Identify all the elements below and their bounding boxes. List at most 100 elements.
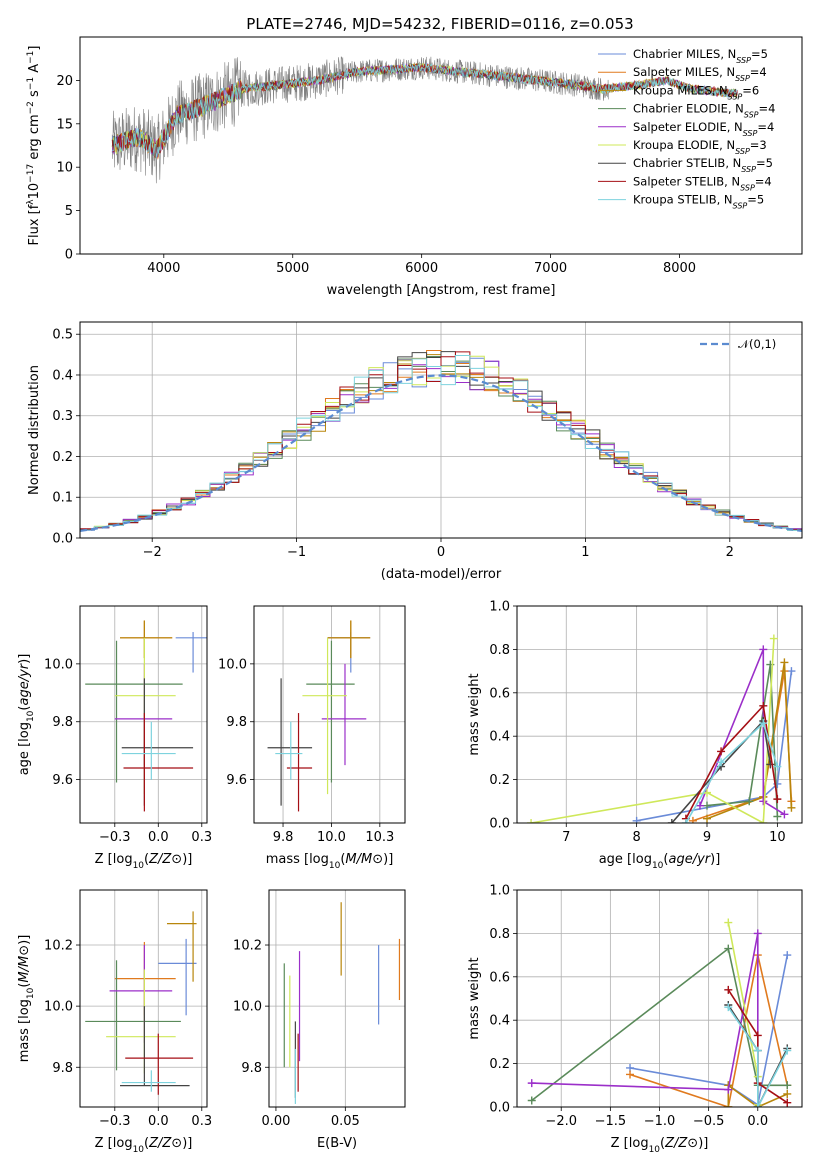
label-part: ( [144, 852, 149, 867]
spectrum-panel: 4000 5000 6000 7000 8000 0 5 10 15 20 wavelength [… [26, 36, 803, 298]
legend-part: Kroupa ELODIE, N [633, 138, 735, 152]
y-tick-label: 0 [65, 248, 73, 263]
legend-part: SSP [736, 56, 751, 65]
data-point-marker [724, 985, 733, 994]
label-part: age/yr [17, 662, 32, 705]
figure-title: PLATE=2746, MJD=54232, FIBERID=0116, z=0… [246, 15, 633, 33]
data-point-marker [632, 816, 641, 823]
data-point-marker [759, 701, 768, 710]
data-point-marker [787, 803, 796, 812]
label-part: λ [26, 199, 36, 205]
x-tick-label: −1.5 [595, 1114, 627, 1129]
label-part: mass [log [17, 999, 32, 1062]
data-point-marker [773, 762, 782, 771]
plot-area [527, 634, 796, 823]
data-point-marker [759, 819, 768, 823]
legend-part: =4 [759, 102, 776, 116]
x-tick-label: 6000 [405, 261, 438, 276]
label-part: Z [log [95, 1136, 133, 1151]
legend-part: SSP [728, 92, 743, 101]
y-tick-label: 0.4 [489, 1014, 510, 1029]
x-tick-label: 0.0 [148, 830, 169, 845]
data-point-marker [759, 797, 768, 806]
x-tick-label: 4000 [147, 261, 180, 276]
mass-weight-line [685, 704, 779, 820]
y-tick-label: 0.5 [52, 328, 73, 343]
label-part: 10 [133, 1145, 145, 1155]
data-point-marker [780, 810, 789, 819]
legend-part: Kroupa STELIB, N [633, 193, 733, 207]
x-tick-label: 0.05 [331, 1114, 360, 1129]
data-point-marker [753, 929, 762, 938]
legend-part: SSP [735, 74, 750, 83]
label-part: age/yr [668, 852, 711, 867]
data-point-marker [681, 819, 690, 823]
label-part: Z/Z⊙ [148, 852, 182, 867]
x-tick-label: 8000 [663, 261, 696, 276]
label-part: −2 [26, 101, 36, 114]
label-part: age [log [17, 722, 32, 775]
label-part: erg cm [27, 114, 42, 163]
legend-entry: Kroupa STELIB, NSSP=5 [633, 193, 764, 211]
x-tick-label: −0.3 [99, 830, 131, 845]
data-point-marker [717, 758, 726, 767]
x-tick-label: 10.0 [317, 830, 346, 845]
y-tick-label: 15 [56, 117, 73, 132]
mass-vs-ebv-panel: 0.00 0.05 9.8 10.0 10.2 E(B-V) [233, 889, 406, 1151]
label-part: Z [log [611, 1136, 649, 1151]
x-tick-label: −1.0 [644, 1114, 676, 1129]
data-point-marker [724, 918, 733, 927]
data-point-marker [703, 814, 711, 823]
label-part: −1 [26, 77, 36, 90]
legend-entry: Salpeter STELIB, NSSP=4 [633, 174, 772, 192]
x-tick-label: −0.5 [693, 1114, 725, 1129]
legend-part: =6 [742, 83, 759, 97]
label-part: −1 [26, 51, 36, 64]
x-axis-label: (data-model)/error [381, 567, 502, 582]
legend-part: =5 [751, 47, 768, 61]
x-tick-label: −1 [287, 545, 306, 560]
legend-part: Kroupa MILES, N [633, 83, 728, 97]
data-point-marker [759, 645, 768, 654]
y-tick-label: 10.0 [233, 1000, 262, 1015]
y-tick-label: 9.8 [52, 715, 73, 730]
mass-weight-line [530, 638, 775, 823]
plot-area [80, 349, 802, 532]
data-point-marker [527, 819, 536, 823]
x-tick-label: 5000 [276, 261, 309, 276]
legend-part: =3 [750, 138, 767, 152]
age-vs-metallicity-panel: −0.3 0.0 0.39.69.810.0Z [log10(Z/Z⊙)]age [… [17, 605, 212, 871]
label-part: M/M⊙ [345, 852, 383, 867]
plot-area [527, 918, 792, 1107]
legend-part: Salpeter STELIB, N [633, 174, 740, 188]
y-tick-label: 0.0 [52, 532, 73, 547]
legend-entry: 𝒩(0,1) [738, 337, 776, 351]
y-axis-label: mass weight [467, 673, 482, 755]
y-tick-label: 10.2 [233, 939, 262, 954]
axes-frame [268, 889, 406, 1108]
axes-frame [516, 889, 803, 1108]
data-point-marker [626, 1070, 635, 1079]
axes-frame [79, 321, 803, 539]
x-axis-label: wavelength [Angstrom, rest frame] [327, 283, 556, 298]
x-tick-label: −0.3 [99, 1114, 131, 1129]
y-tick-label: 9.8 [226, 715, 247, 730]
plot-area [283, 902, 401, 1104]
data-point-marker [724, 1085, 733, 1094]
label-part: 10 [652, 861, 664, 871]
x-tick-label: 0.0 [148, 1114, 169, 1129]
model-spectrum-line [112, 62, 738, 158]
x-axis-label: Z [log10(Z/Z⊙)] [95, 1136, 193, 1155]
data-point-marker [766, 760, 775, 769]
x-axis-label: E(B-V) [317, 1136, 357, 1151]
label-part: ( [660, 1136, 665, 1151]
x-axis-label: Z [log10(Z/Z⊙)] [95, 852, 193, 871]
data-point-marker [527, 1079, 536, 1088]
y-tick-label: 0.0 [489, 1101, 510, 1116]
mass-weight-line [727, 1006, 789, 1107]
label-part: )] [17, 935, 32, 945]
legend-entry: Kroupa ELODIE, NSSP=3 [633, 138, 767, 156]
label-part: Z/Z⊙ [148, 1136, 182, 1151]
y-axis-label: mass [log10(M/M⊙)] [17, 935, 36, 1063]
